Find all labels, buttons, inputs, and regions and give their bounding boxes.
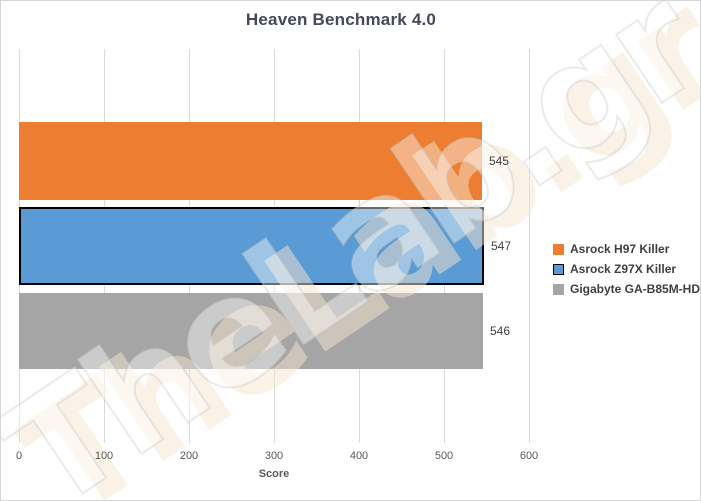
x-axis-title: Score — [258, 468, 290, 480]
x-tick-label-0: 0 — [15, 450, 23, 462]
legend-swatch-icon — [553, 283, 564, 295]
x-tick-label-200: 200 — [179, 450, 199, 462]
legend-item-asrock-z97x-killer: Asrock Z97X Killer — [553, 259, 700, 279]
legend-label: Asrock Z97X Killer — [570, 262, 677, 276]
x-tick-label-500: 500 — [434, 450, 454, 462]
x-tick-label-400: 400 — [349, 450, 369, 462]
legend-item-asrock-h97-killer: Asrock H97 Killer — [553, 239, 700, 259]
bar-asrock-z97x-killer — [19, 207, 484, 285]
bar-asrock-h97-killer — [19, 122, 482, 200]
legend-label: Asrock H97 Killer — [570, 242, 670, 256]
bar-gigabyte-ga-b85m-hd3 — [19, 293, 483, 369]
legend-item-gigabyte-ga-b85m-hd3: Gigabyte GA-B85M-HD3 — [553, 279, 701, 299]
value-label-545: 545 — [489, 154, 510, 168]
x-tick-label-600: 600 — [519, 450, 539, 462]
legend-swatch-icon — [553, 243, 564, 255]
x-tick-label-300: 300 — [264, 450, 284, 462]
legend-label: Gigabyte GA-B85M-HD3 — [570, 282, 701, 296]
gridline-x-600 — [529, 49, 530, 443]
legend-swatch-icon — [553, 263, 564, 275]
value-label-546: 546 — [490, 324, 511, 338]
chart-title: Heaven Benchmark 4.0 — [245, 10, 437, 29]
chart-legend: Asrock H97 Killer Asrock Z97X Killer Gigab… — [553, 239, 701, 299]
x-tick-label-100: 100 — [94, 450, 114, 462]
value-label-547: 547 — [491, 239, 512, 253]
